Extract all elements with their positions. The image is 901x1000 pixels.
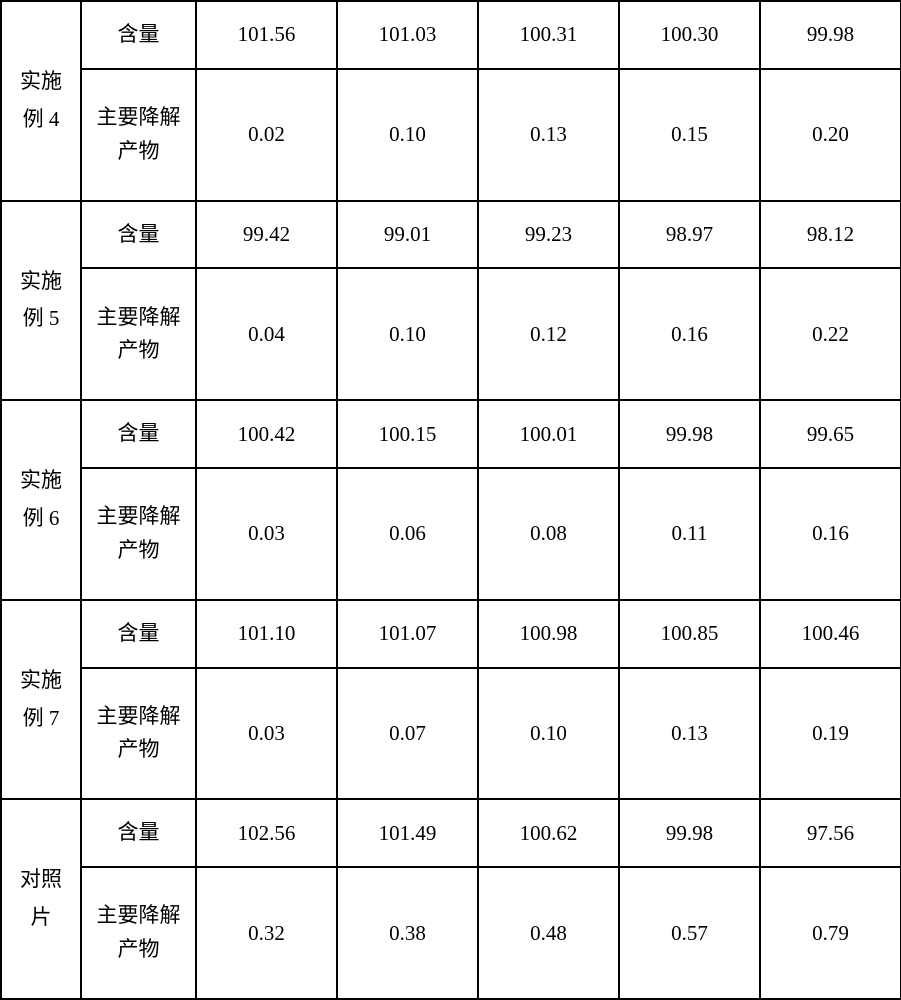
value-cell: 0.02 xyxy=(196,69,337,201)
value-cell: 98.12 xyxy=(760,201,901,269)
value-cell: 0.48 xyxy=(478,867,619,999)
metric-label-cell: 主要降解产物 xyxy=(81,468,196,600)
value-cell: 0.57 xyxy=(619,867,760,999)
value-cell: 99.98 xyxy=(760,1,901,69)
value-cell: 101.10 xyxy=(196,600,337,668)
table-row: 主要降解产物0.030.060.080.110.16 xyxy=(1,468,901,600)
value-cell: 101.07 xyxy=(337,600,478,668)
value-cell: 99.65 xyxy=(760,400,901,468)
metric-label-cell: 主要降解产物 xyxy=(81,867,196,999)
table-row: 实施例 5含量99.4299.0199.2398.9798.12 xyxy=(1,201,901,269)
group-label-cell: 实施例 7 xyxy=(1,600,81,800)
value-cell: 99.98 xyxy=(619,400,760,468)
data-table: 实施例 4含量101.56101.03100.31100.3099.98主要降解… xyxy=(0,0,901,1000)
value-cell: 100.42 xyxy=(196,400,337,468)
value-cell: 0.32 xyxy=(196,867,337,999)
value-cell: 0.22 xyxy=(760,268,901,400)
table-body: 实施例 4含量101.56101.03100.31100.3099.98主要降解… xyxy=(1,1,901,999)
group-label-cell: 实施例 4 xyxy=(1,1,81,201)
metric-label-cell: 含量 xyxy=(81,400,196,468)
data-table-container: 实施例 4含量101.56101.03100.31100.3099.98主要降解… xyxy=(0,0,901,1000)
metric-label-cell: 含量 xyxy=(81,600,196,668)
value-cell: 97.56 xyxy=(760,799,901,867)
value-cell: 100.01 xyxy=(478,400,619,468)
value-cell: 0.10 xyxy=(337,69,478,201)
value-cell: 0.13 xyxy=(478,69,619,201)
value-cell: 100.15 xyxy=(337,400,478,468)
table-row: 主要降解产物0.320.380.480.570.79 xyxy=(1,867,901,999)
value-cell: 0.10 xyxy=(478,668,619,800)
value-cell: 0.12 xyxy=(478,268,619,400)
value-cell: 0.08 xyxy=(478,468,619,600)
value-cell: 100.62 xyxy=(478,799,619,867)
value-cell: 0.20 xyxy=(760,69,901,201)
value-cell: 98.97 xyxy=(619,201,760,269)
table-row: 主要降解产物0.030.070.100.130.19 xyxy=(1,668,901,800)
group-label-cell: 对照片 xyxy=(1,799,81,999)
value-cell: 0.15 xyxy=(619,69,760,201)
value-cell: 100.30 xyxy=(619,1,760,69)
value-cell: 100.85 xyxy=(619,600,760,668)
metric-label-cell: 含量 xyxy=(81,799,196,867)
metric-label-cell: 主要降解产物 xyxy=(81,69,196,201)
table-row: 主要降解产物0.040.100.120.160.22 xyxy=(1,268,901,400)
value-cell: 0.04 xyxy=(196,268,337,400)
table-row: 主要降解产物0.020.100.130.150.20 xyxy=(1,69,901,201)
value-cell: 0.03 xyxy=(196,668,337,800)
value-cell: 101.49 xyxy=(337,799,478,867)
value-cell: 101.03 xyxy=(337,1,478,69)
value-cell: 0.07 xyxy=(337,668,478,800)
value-cell: 100.31 xyxy=(478,1,619,69)
value-cell: 0.16 xyxy=(619,268,760,400)
value-cell: 0.79 xyxy=(760,867,901,999)
value-cell: 100.46 xyxy=(760,600,901,668)
value-cell: 99.01 xyxy=(337,201,478,269)
value-cell: 0.03 xyxy=(196,468,337,600)
table-row: 实施例 7含量101.10101.07100.98100.85100.46 xyxy=(1,600,901,668)
metric-label-cell: 含量 xyxy=(81,201,196,269)
value-cell: 0.13 xyxy=(619,668,760,800)
value-cell: 0.06 xyxy=(337,468,478,600)
value-cell: 0.16 xyxy=(760,468,901,600)
value-cell: 99.42 xyxy=(196,201,337,269)
metric-label-cell: 主要降解产物 xyxy=(81,668,196,800)
value-cell: 0.19 xyxy=(760,668,901,800)
value-cell: 99.23 xyxy=(478,201,619,269)
value-cell: 0.38 xyxy=(337,867,478,999)
value-cell: 99.98 xyxy=(619,799,760,867)
value-cell: 102.56 xyxy=(196,799,337,867)
metric-label-cell: 含量 xyxy=(81,1,196,69)
group-label-cell: 实施例 6 xyxy=(1,400,81,600)
table-row: 对照片含量102.56101.49100.6299.9897.56 xyxy=(1,799,901,867)
value-cell: 0.11 xyxy=(619,468,760,600)
value-cell: 101.56 xyxy=(196,1,337,69)
table-row: 实施例 4含量101.56101.03100.31100.3099.98 xyxy=(1,1,901,69)
metric-label-cell: 主要降解产物 xyxy=(81,268,196,400)
table-row: 实施例 6含量100.42100.15100.0199.9899.65 xyxy=(1,400,901,468)
value-cell: 0.10 xyxy=(337,268,478,400)
value-cell: 100.98 xyxy=(478,600,619,668)
group-label-cell: 实施例 5 xyxy=(1,201,81,401)
